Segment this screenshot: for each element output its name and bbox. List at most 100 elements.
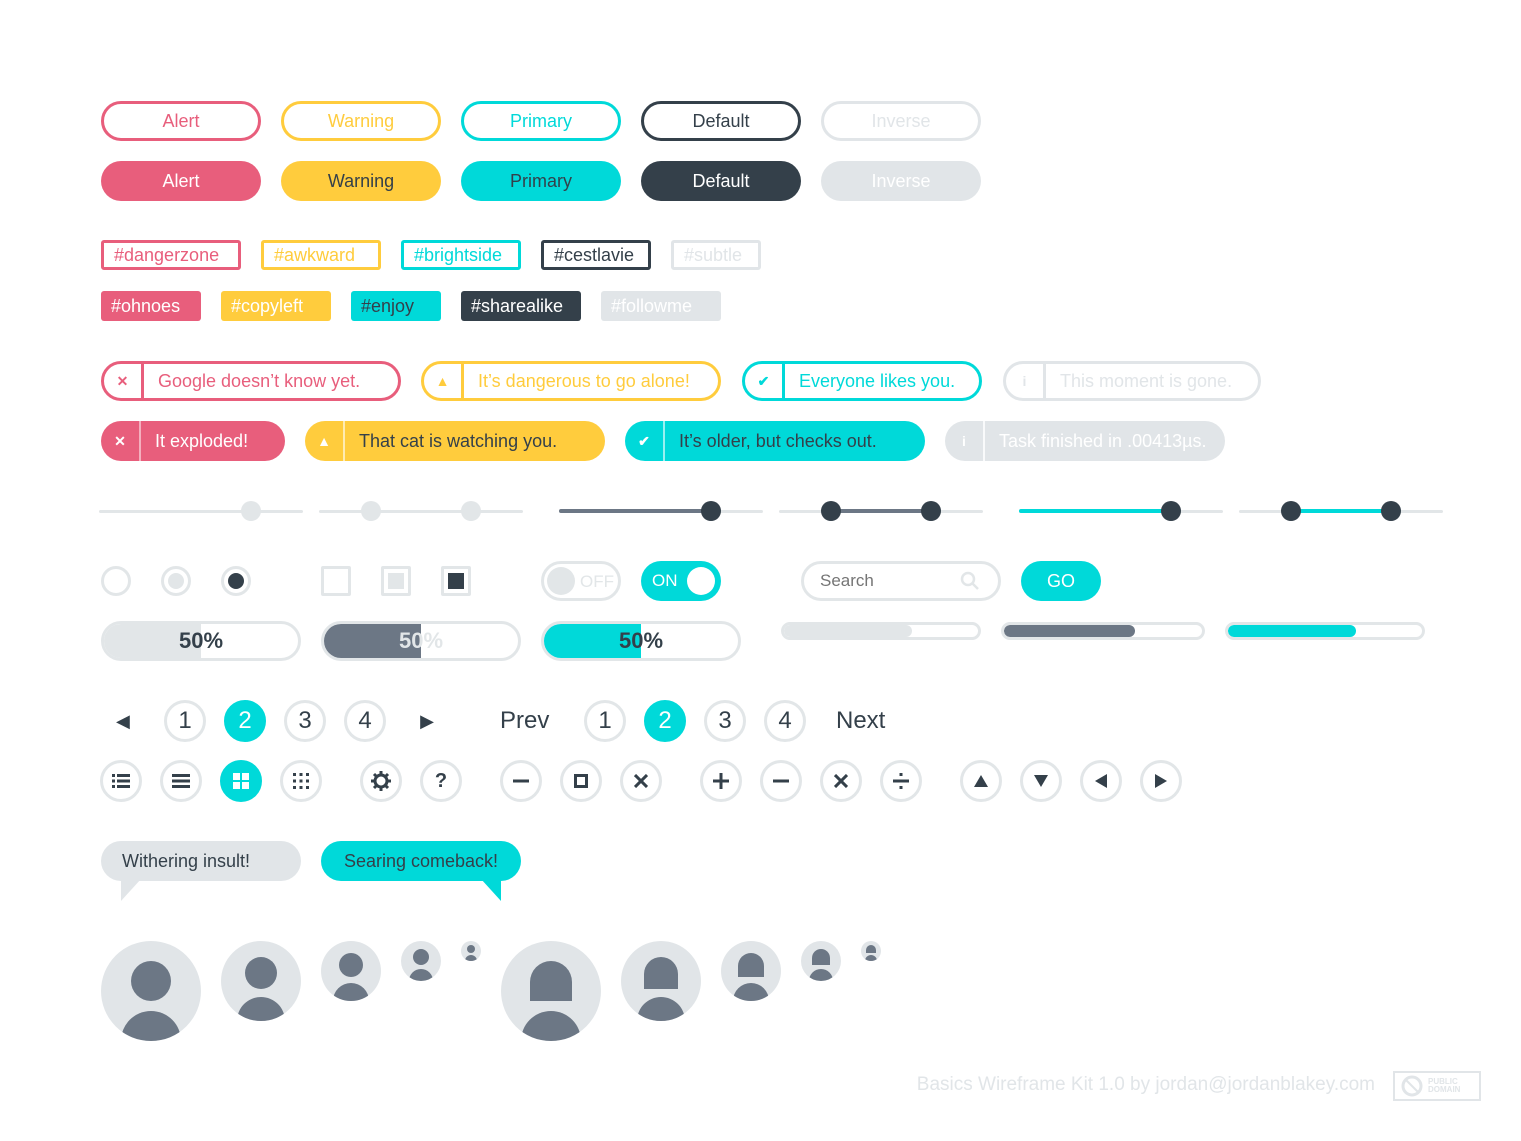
alert-outline-info[interactable]: i This moment is gone. [1003, 361, 1261, 401]
slider-single-dark[interactable] [559, 501, 763, 521]
slider-single-primary[interactable] [1019, 501, 1223, 521]
inverse-button[interactable]: Inverse [821, 161, 981, 201]
avatar-md [321, 941, 381, 1001]
next-link[interactable]: Next [836, 707, 886, 734]
pagination-text: Prev 1 2 3 4 Next [500, 700, 885, 742]
grid-icon [233, 773, 249, 789]
up-icon-button[interactable] [960, 760, 1002, 802]
slider-knob[interactable] [1281, 501, 1301, 521]
tag-cestlavie[interactable]: #cestlavie [541, 240, 651, 270]
progress-bar-light: 50% [101, 621, 301, 661]
slider-knob[interactable] [701, 501, 721, 521]
default-outline-button[interactable]: Default [641, 101, 801, 141]
slider-knob[interactable] [361, 501, 381, 521]
slider-knob[interactable] [1161, 501, 1181, 521]
minus-icon-button[interactable] [500, 760, 542, 802]
go-button[interactable]: GO [1021, 561, 1101, 601]
primary-button[interactable]: Primary [461, 161, 621, 201]
alert-success[interactable]: ✔ It’s older, but checks out. [625, 421, 925, 461]
page-4[interactable]: 4 [344, 700, 386, 742]
plus-icon-button[interactable] [700, 760, 742, 802]
check-icon: ✔ [745, 364, 785, 398]
prev-arrow-icon[interactable]: ◀ [116, 710, 130, 731]
tag-copyleft[interactable]: #copyleft [221, 291, 331, 321]
search-input[interactable] [820, 571, 960, 591]
tag-awkward[interactable]: #awkward [261, 240, 381, 270]
alert-danger[interactable]: ✕ It exploded! [101, 421, 285, 461]
toggle-off[interactable]: OFF [541, 561, 621, 601]
multiply-icon-button[interactable] [820, 760, 862, 802]
slider-knob[interactable] [1381, 501, 1401, 521]
slider-knob[interactable] [461, 501, 481, 521]
settings-icon-button[interactable] [360, 760, 402, 802]
right-icon-button[interactable] [1140, 760, 1182, 802]
primary-outline-button[interactable]: Primary [461, 101, 621, 141]
alert-outline-success[interactable]: ✔ Everyone likes you. [742, 361, 982, 401]
divide-icon-button[interactable] [880, 760, 922, 802]
menu-icon-button[interactable] [160, 760, 202, 802]
alert-warning[interactable]: ▲ That cat is watching you. [305, 421, 605, 461]
slider-knob[interactable] [821, 501, 841, 521]
stop-icon-button[interactable] [560, 760, 602, 802]
page-2[interactable]: 2 [224, 700, 266, 742]
license-text: PUBLIC DOMAIN [1428, 1077, 1461, 1094]
radio-unchecked[interactable] [101, 566, 131, 596]
progress-bar-dark: 50% [321, 621, 521, 661]
alert-outline-warning[interactable]: ▲ It’s dangerous to go alone! [421, 361, 721, 401]
close-icon-button[interactable] [620, 760, 662, 802]
alert-info[interactable]: i Task finished in .00413µs. [945, 421, 1225, 461]
checkbox-disabled[interactable] [381, 566, 411, 596]
page-1[interactable]: 1 [164, 700, 206, 742]
default-button[interactable]: Default [641, 161, 801, 201]
alert-outline-button[interactable]: Alert [101, 101, 261, 141]
slider-knob[interactable] [921, 501, 941, 521]
tag-ohnoes[interactable]: #ohnoes [101, 291, 201, 321]
slider-range-inactive[interactable] [319, 501, 523, 521]
thin-progress-dark [1001, 622, 1205, 640]
list-bullet-icon-button[interactable] [100, 760, 142, 802]
tag-sharealike[interactable]: #sharealike [461, 291, 581, 321]
warning-button[interactable]: Warning [281, 161, 441, 201]
page-2[interactable]: 2 [644, 700, 686, 742]
tag-subtle[interactable]: #subtle [671, 240, 761, 270]
slider-range-dark[interactable] [779, 501, 983, 521]
triangle-right-icon [1155, 774, 1167, 788]
left-icon-button[interactable] [1080, 760, 1122, 802]
alert-button[interactable]: Alert [101, 161, 261, 201]
minus-icon-button[interactable] [760, 760, 802, 802]
page-3[interactable]: 3 [704, 700, 746, 742]
help-icon-button[interactable]: ? [420, 760, 462, 802]
tag-followme[interactable]: #followme [601, 291, 721, 321]
page-4[interactable]: 4 [764, 700, 806, 742]
page-3[interactable]: 3 [284, 700, 326, 742]
search-box[interactable] [801, 561, 1001, 601]
down-icon-button[interactable] [1020, 760, 1062, 802]
alert-text: Task finished in .00413µs. [999, 430, 1207, 451]
tag-brightside[interactable]: #brightside [401, 240, 521, 270]
next-arrow-icon[interactable]: ▶ [420, 710, 434, 731]
radio-disabled[interactable] [161, 566, 191, 596]
close-icon: ✕ [101, 421, 141, 461]
radio-checked[interactable] [221, 566, 251, 596]
page-1[interactable]: 1 [584, 700, 626, 742]
info-icon: i [945, 421, 985, 461]
grid-icon-button[interactable] [220, 760, 262, 802]
media-icon-buttons [500, 760, 662, 802]
tag-enjoy[interactable]: #enjoy [351, 291, 441, 321]
avatar-alt-xl [501, 941, 601, 1041]
slider-knob[interactable] [241, 501, 261, 521]
utility-icon-buttons: ? [360, 760, 462, 802]
inverse-outline-button[interactable]: Inverse [821, 101, 981, 141]
checkbox-unchecked[interactable] [321, 566, 351, 596]
footer-credit: Basics Wireframe Kit 1.0 by jordan@jorda… [916, 1074, 1375, 1095]
triangle-left-icon [1095, 774, 1107, 788]
warning-outline-button[interactable]: Warning [281, 101, 441, 141]
toggle-on[interactable]: ON [641, 561, 721, 601]
alert-outline-danger[interactable]: ✕ Google doesn’t know yet. [101, 361, 401, 401]
checkbox-checked[interactable] [441, 566, 471, 596]
prev-link[interactable]: Prev [500, 707, 550, 734]
slider-range-primary[interactable] [1239, 501, 1443, 521]
slider-single-inactive[interactable] [99, 501, 303, 521]
tag-dangerzone[interactable]: #dangerzone [101, 240, 241, 270]
dots-grid-icon-button[interactable] [280, 760, 322, 802]
